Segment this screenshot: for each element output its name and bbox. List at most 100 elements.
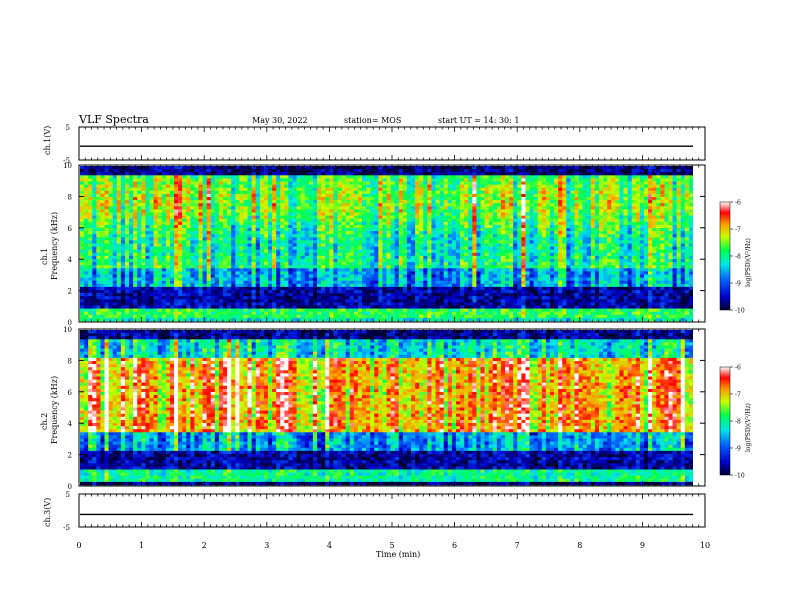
spectrogram-cell: [480, 209, 485, 213]
spectrogram-cell: [296, 166, 301, 170]
spectrogram-cell: [333, 187, 338, 192]
spectrogram-cell: [406, 206, 412, 210]
spectrogram-cell: [505, 166, 510, 170]
spectrogram-cell: [656, 259, 661, 263]
spectrogram-cell: [525, 262, 530, 266]
spectrogram-cell: [472, 197, 477, 201]
spectrogram-cell: [447, 169, 453, 173]
spectrogram-cell: [227, 268, 232, 272]
spectrogram-cell: [284, 224, 289, 229]
spectrogram-cell: [631, 215, 637, 219]
spectrogram-cell: [104, 200, 109, 204]
spectrogram-cell: [382, 234, 387, 238]
spectrogram-cell: [341, 221, 346, 226]
spectrogram-cell: [566, 197, 571, 201]
spectrogram-cell: [631, 193, 637, 198]
spectrogram-cell: [161, 249, 167, 254]
spectrogram-cell: [578, 175, 583, 179]
spectrogram-cell: [402, 259, 408, 263]
spectrogram-cell: [292, 178, 297, 182]
spectrogram-cell: [178, 231, 183, 235]
spectrogram-cell: [84, 255, 89, 260]
spectrogram-cell: [353, 240, 359, 244]
spectrogram-cell: [406, 228, 412, 232]
spectrogram-cell: [161, 187, 167, 192]
spectrogram-cell: [145, 240, 150, 244]
spectrogram-cell: [149, 234, 154, 238]
spectrogram-cell: [554, 234, 559, 238]
spectrogram-cell: [386, 255, 391, 260]
spectrogram-cell: [525, 237, 530, 241]
spectrogram-cell: [521, 240, 526, 244]
spectrogram-cell: [145, 197, 150, 201]
spectrogram-cell: [611, 218, 616, 223]
spectrogram-cell: [357, 209, 363, 213]
spectrogram-cell: [157, 184, 163, 188]
spectrogram-cell: [427, 252, 432, 257]
spectrogram-cell: [594, 243, 600, 247]
spectrogram-cell: [639, 252, 645, 257]
spectrogram-cell: [366, 262, 371, 266]
spectrogram-cell: [194, 249, 199, 254]
spectrogram-cell: [329, 243, 334, 247]
spectrogram-cell: [558, 169, 563, 173]
spectrogram-cell: [288, 206, 293, 210]
spectrogram-cell: [198, 166, 203, 170]
spectrogram-cell: [648, 243, 653, 247]
spectrogram-cell: [173, 190, 179, 195]
spectrogram-cell: [464, 181, 469, 185]
spectrogram-cell: [317, 166, 322, 170]
spectrogram-cell: [88, 218, 93, 223]
spectrogram-cell: [562, 175, 567, 179]
spectrogram-cell: [349, 228, 355, 232]
spectrogram-cell: [664, 197, 669, 201]
spectrogram-cell: [594, 175, 600, 179]
spectrogram-cell: [202, 166, 207, 170]
spectrogram-cell: [263, 175, 269, 179]
spectrogram-cell: [202, 221, 207, 226]
spectrogram-cell: [267, 175, 273, 179]
spectrogram-cell: [427, 237, 432, 241]
spectrogram-cell: [476, 193, 481, 198]
spectrogram-cell: [202, 209, 207, 213]
spectrogram-cell: [133, 252, 138, 257]
spectrogram-cell: [288, 218, 293, 223]
spectrogram-cell: [455, 169, 461, 173]
spectrogram-cell: [288, 243, 293, 247]
spectrogram-cell: [374, 240, 379, 244]
spectrogram-cell: [349, 265, 355, 269]
spectrogram-cell: [124, 237, 130, 241]
spectrogram-cell: [141, 228, 146, 232]
spectrogram-cell: [382, 200, 387, 204]
spectrogram-cell: [120, 184, 126, 188]
spectrogram-cell: [308, 259, 314, 263]
spectrogram-cell: [296, 175, 301, 179]
spectrogram-cell: [169, 187, 175, 192]
spectrogram-cell: [129, 166, 134, 170]
spectrogram-cell: [366, 255, 371, 260]
spectrogram-cell: [272, 193, 277, 198]
spectrogram-cell: [451, 184, 457, 188]
spectrogram-cell: [145, 212, 150, 216]
spectrogram-cell: [112, 240, 118, 244]
spectrogram-cell: [533, 246, 539, 250]
spectrogram-cell: [267, 197, 273, 201]
spectrogram-cell: [370, 246, 375, 250]
spectrogram-cell: [537, 200, 543, 204]
spectrogram-cell: [676, 184, 682, 188]
spectrogram-cell: [276, 221, 281, 226]
spectrogram-cell: [558, 212, 563, 216]
spectrogram-cell: [337, 218, 342, 223]
spectrogram-cell: [337, 172, 342, 176]
spectrogram-cell: [468, 206, 473, 210]
spectrogram-cell: [427, 221, 432, 226]
spectrogram-cell: [239, 193, 244, 198]
spectrogram-cell: [468, 249, 473, 254]
spectrogram-cell: [210, 224, 216, 229]
spectrogram-cell: [639, 243, 645, 247]
spectrogram-cell: [112, 169, 118, 173]
spectrogram-cell: [194, 234, 199, 238]
spectrogram-cell: [284, 203, 289, 207]
spectrogram-cell: [124, 172, 130, 176]
spectrogram-cell: [165, 255, 171, 260]
